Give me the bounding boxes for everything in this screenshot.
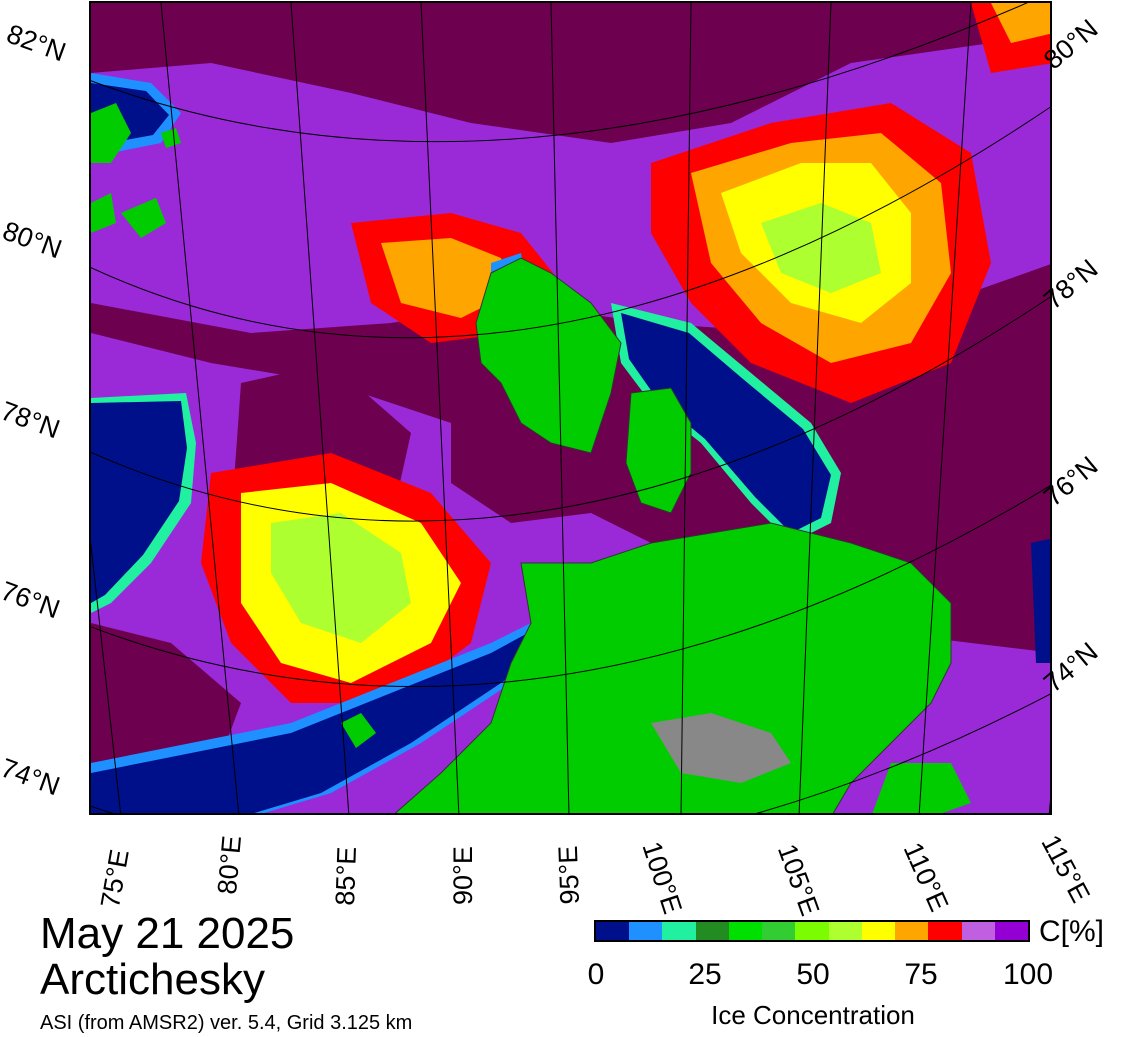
- colorbar-segment-4: [728, 922, 763, 940]
- lon-label-100: 100°E: [636, 838, 688, 918]
- colorbar-segment-3: [695, 922, 729, 940]
- colorbar: [594, 920, 1030, 942]
- lon-label-85: 85°E: [330, 846, 363, 907]
- lon-label-75: 75°E: [95, 847, 135, 911]
- lon-label-80: 80°E: [212, 834, 248, 896]
- colorbar-title: Ice Concentration: [711, 1000, 915, 1030]
- lon-label-110: 110°E: [897, 838, 955, 916]
- lon-label-95: 95°E: [552, 845, 585, 905]
- lat-label-left-78: 78°N: [0, 395, 64, 445]
- colorbar-segment-2: [662, 922, 696, 940]
- colorbar-segment-1: [629, 922, 663, 940]
- colorbar-tick-75: 75: [904, 958, 938, 991]
- lat-label-left-76: 76°N: [0, 575, 64, 625]
- date-title: May 21 2025: [40, 909, 295, 958]
- lon-label-90: 90°E: [448, 846, 478, 905]
- lat-label-left-74: 74°N: [0, 752, 64, 802]
- colorbar-unit: C[%]: [1039, 915, 1105, 948]
- colorbar-segment-6: [795, 922, 829, 940]
- map-frame[interactable]: [89, 1, 1052, 815]
- graticule: [91, 3, 1050, 813]
- colorbar-segment-12: [994, 922, 1029, 940]
- lat-label-left-80: 80°N: [0, 215, 66, 265]
- lon-label-105: 105°E: [771, 840, 826, 920]
- colorbar-tick-0: 0: [587, 958, 605, 991]
- colorbar-tick-50: 50: [796, 958, 830, 991]
- colorbar-segment-0: [596, 922, 630, 940]
- colorbar-tick-100: 100: [1002, 958, 1054, 991]
- product-info: ASI (from AMSR2) ver. 5.4, Grid 3.125 km: [40, 1012, 413, 1034]
- colorbar-tick-25: 25: [688, 958, 722, 991]
- colorbar-segment-11: [961, 922, 995, 940]
- colorbar-segment-10: [928, 922, 962, 940]
- region-title: Arctichesky: [40, 955, 265, 1004]
- colorbar-segment-9: [895, 922, 929, 940]
- colorbar-segment-7: [828, 922, 862, 940]
- colorbar-segment-8: [861, 922, 896, 940]
- lat-label-left-82: 82°N: [2, 18, 70, 68]
- colorbar-segment-5: [762, 922, 796, 940]
- ice-concentration-map: [91, 3, 1050, 813]
- lon-label-115: 115°E: [1035, 830, 1096, 908]
